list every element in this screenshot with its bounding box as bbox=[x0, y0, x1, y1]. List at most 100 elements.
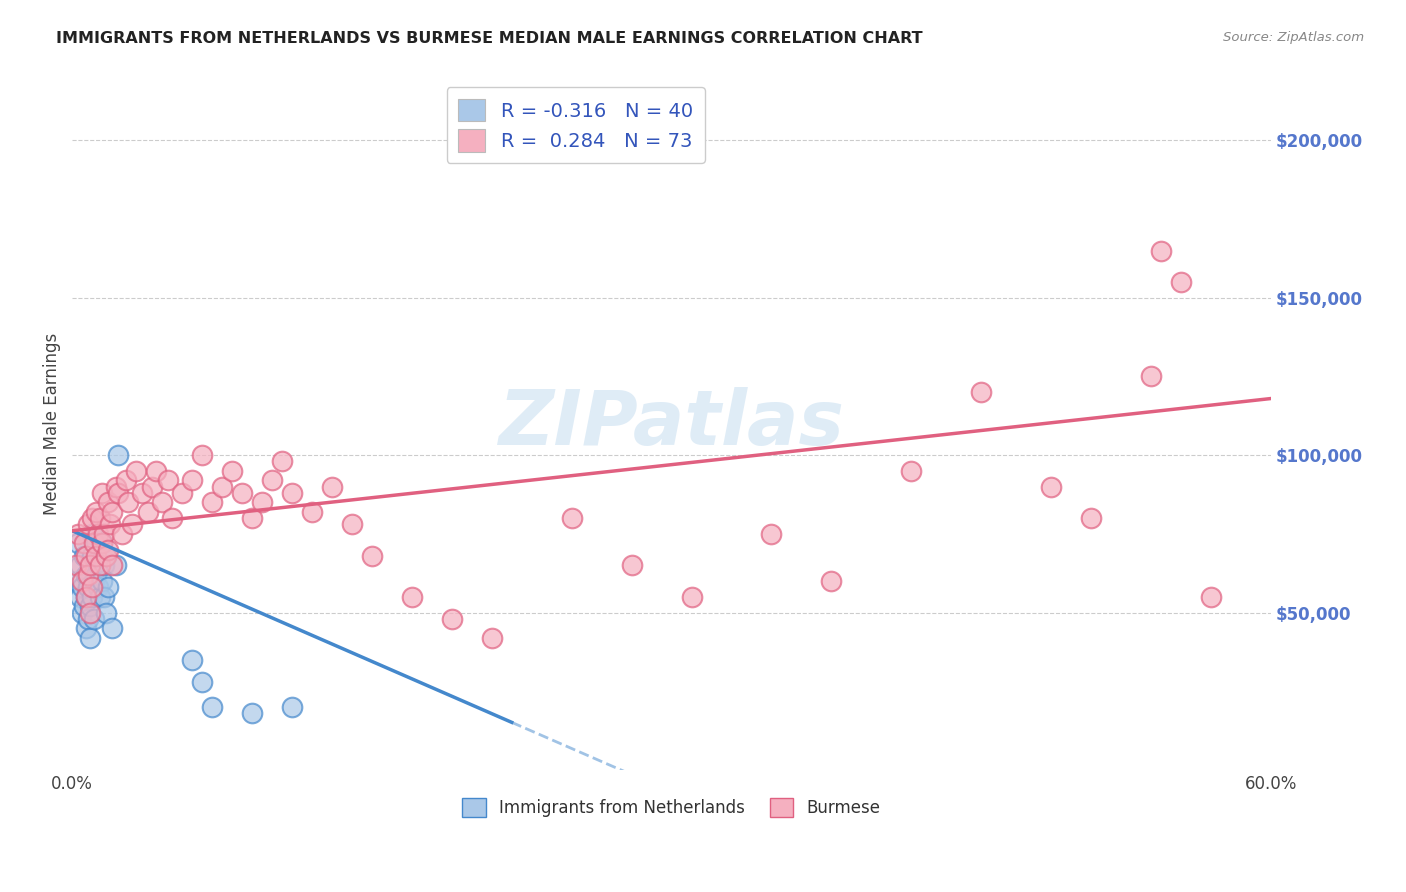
Point bbox=[73, 536, 96, 550]
Point bbox=[82, 549, 104, 563]
Point bbox=[70, 606, 93, 620]
Point bbox=[77, 612, 100, 626]
Point bbox=[91, 536, 114, 550]
Text: Source: ZipAtlas.com: Source: ZipAtlas.com bbox=[1223, 31, 1364, 45]
Point bbox=[97, 495, 120, 509]
Point bbox=[77, 567, 100, 582]
Point bbox=[97, 542, 120, 557]
Point bbox=[93, 558, 115, 573]
Point bbox=[117, 495, 139, 509]
Point bbox=[191, 448, 214, 462]
Point bbox=[201, 700, 224, 714]
Point bbox=[131, 486, 153, 500]
Point bbox=[84, 549, 107, 563]
Point bbox=[1199, 590, 1222, 604]
Point bbox=[69, 590, 91, 604]
Point bbox=[82, 590, 104, 604]
Point bbox=[150, 495, 173, 509]
Point bbox=[172, 486, 194, 500]
Point bbox=[84, 567, 107, 582]
Point bbox=[900, 464, 922, 478]
Point bbox=[70, 581, 93, 595]
Point bbox=[82, 581, 104, 595]
Point bbox=[73, 599, 96, 614]
Point bbox=[761, 527, 783, 541]
Point bbox=[97, 581, 120, 595]
Point bbox=[83, 574, 105, 588]
Point bbox=[75, 590, 97, 604]
Point bbox=[96, 549, 118, 563]
Point bbox=[1150, 244, 1173, 258]
Point bbox=[93, 590, 115, 604]
Point bbox=[73, 549, 96, 563]
Text: IMMIGRANTS FROM NETHERLANDS VS BURMESE MEDIAN MALE EARNINGS CORRELATION CHART: IMMIGRANTS FROM NETHERLANDS VS BURMESE M… bbox=[56, 31, 922, 46]
Point bbox=[82, 527, 104, 541]
Point bbox=[65, 574, 87, 588]
Point bbox=[440, 612, 463, 626]
Y-axis label: Median Male Earnings: Median Male Earnings bbox=[44, 333, 60, 515]
Point bbox=[98, 517, 121, 532]
Point bbox=[145, 464, 167, 478]
Point bbox=[340, 517, 363, 532]
Point bbox=[75, 590, 97, 604]
Point bbox=[89, 590, 111, 604]
Point bbox=[181, 474, 204, 488]
Point bbox=[181, 653, 204, 667]
Point bbox=[201, 495, 224, 509]
Point bbox=[211, 480, 233, 494]
Point bbox=[79, 599, 101, 614]
Point bbox=[101, 505, 124, 519]
Point bbox=[96, 606, 118, 620]
Point bbox=[96, 549, 118, 563]
Point bbox=[121, 517, 143, 532]
Point bbox=[240, 706, 263, 721]
Point bbox=[75, 567, 97, 582]
Point bbox=[93, 527, 115, 541]
Point bbox=[1170, 275, 1192, 289]
Point bbox=[111, 527, 134, 541]
Point bbox=[69, 558, 91, 573]
Point bbox=[260, 474, 283, 488]
Point bbox=[481, 631, 503, 645]
Point bbox=[970, 385, 993, 400]
Point bbox=[107, 486, 129, 500]
Point bbox=[401, 590, 423, 604]
Point bbox=[84, 536, 107, 550]
Point bbox=[820, 574, 842, 588]
Point bbox=[101, 621, 124, 635]
Point bbox=[77, 581, 100, 595]
Point bbox=[82, 511, 104, 525]
Point bbox=[79, 606, 101, 620]
Point bbox=[87, 581, 110, 595]
Point bbox=[87, 527, 110, 541]
Point bbox=[101, 558, 124, 573]
Point bbox=[160, 511, 183, 525]
Point bbox=[83, 612, 105, 626]
Point bbox=[136, 505, 159, 519]
Point bbox=[141, 480, 163, 494]
Point bbox=[115, 474, 138, 488]
Point bbox=[157, 474, 180, 488]
Point bbox=[77, 517, 100, 532]
Point bbox=[681, 590, 703, 604]
Point bbox=[221, 464, 243, 478]
Point bbox=[65, 558, 87, 573]
Point bbox=[79, 631, 101, 645]
Point bbox=[83, 536, 105, 550]
Point bbox=[107, 448, 129, 462]
Point bbox=[281, 700, 304, 714]
Point bbox=[1040, 480, 1063, 494]
Point bbox=[1080, 511, 1102, 525]
Point bbox=[89, 558, 111, 573]
Point bbox=[79, 558, 101, 573]
Point bbox=[1140, 369, 1163, 384]
Point bbox=[271, 454, 294, 468]
Point bbox=[91, 536, 114, 550]
Point bbox=[361, 549, 384, 563]
Point bbox=[561, 511, 583, 525]
Point bbox=[91, 574, 114, 588]
Point bbox=[191, 674, 214, 689]
Point bbox=[91, 486, 114, 500]
Point bbox=[89, 511, 111, 525]
Point bbox=[67, 536, 90, 550]
